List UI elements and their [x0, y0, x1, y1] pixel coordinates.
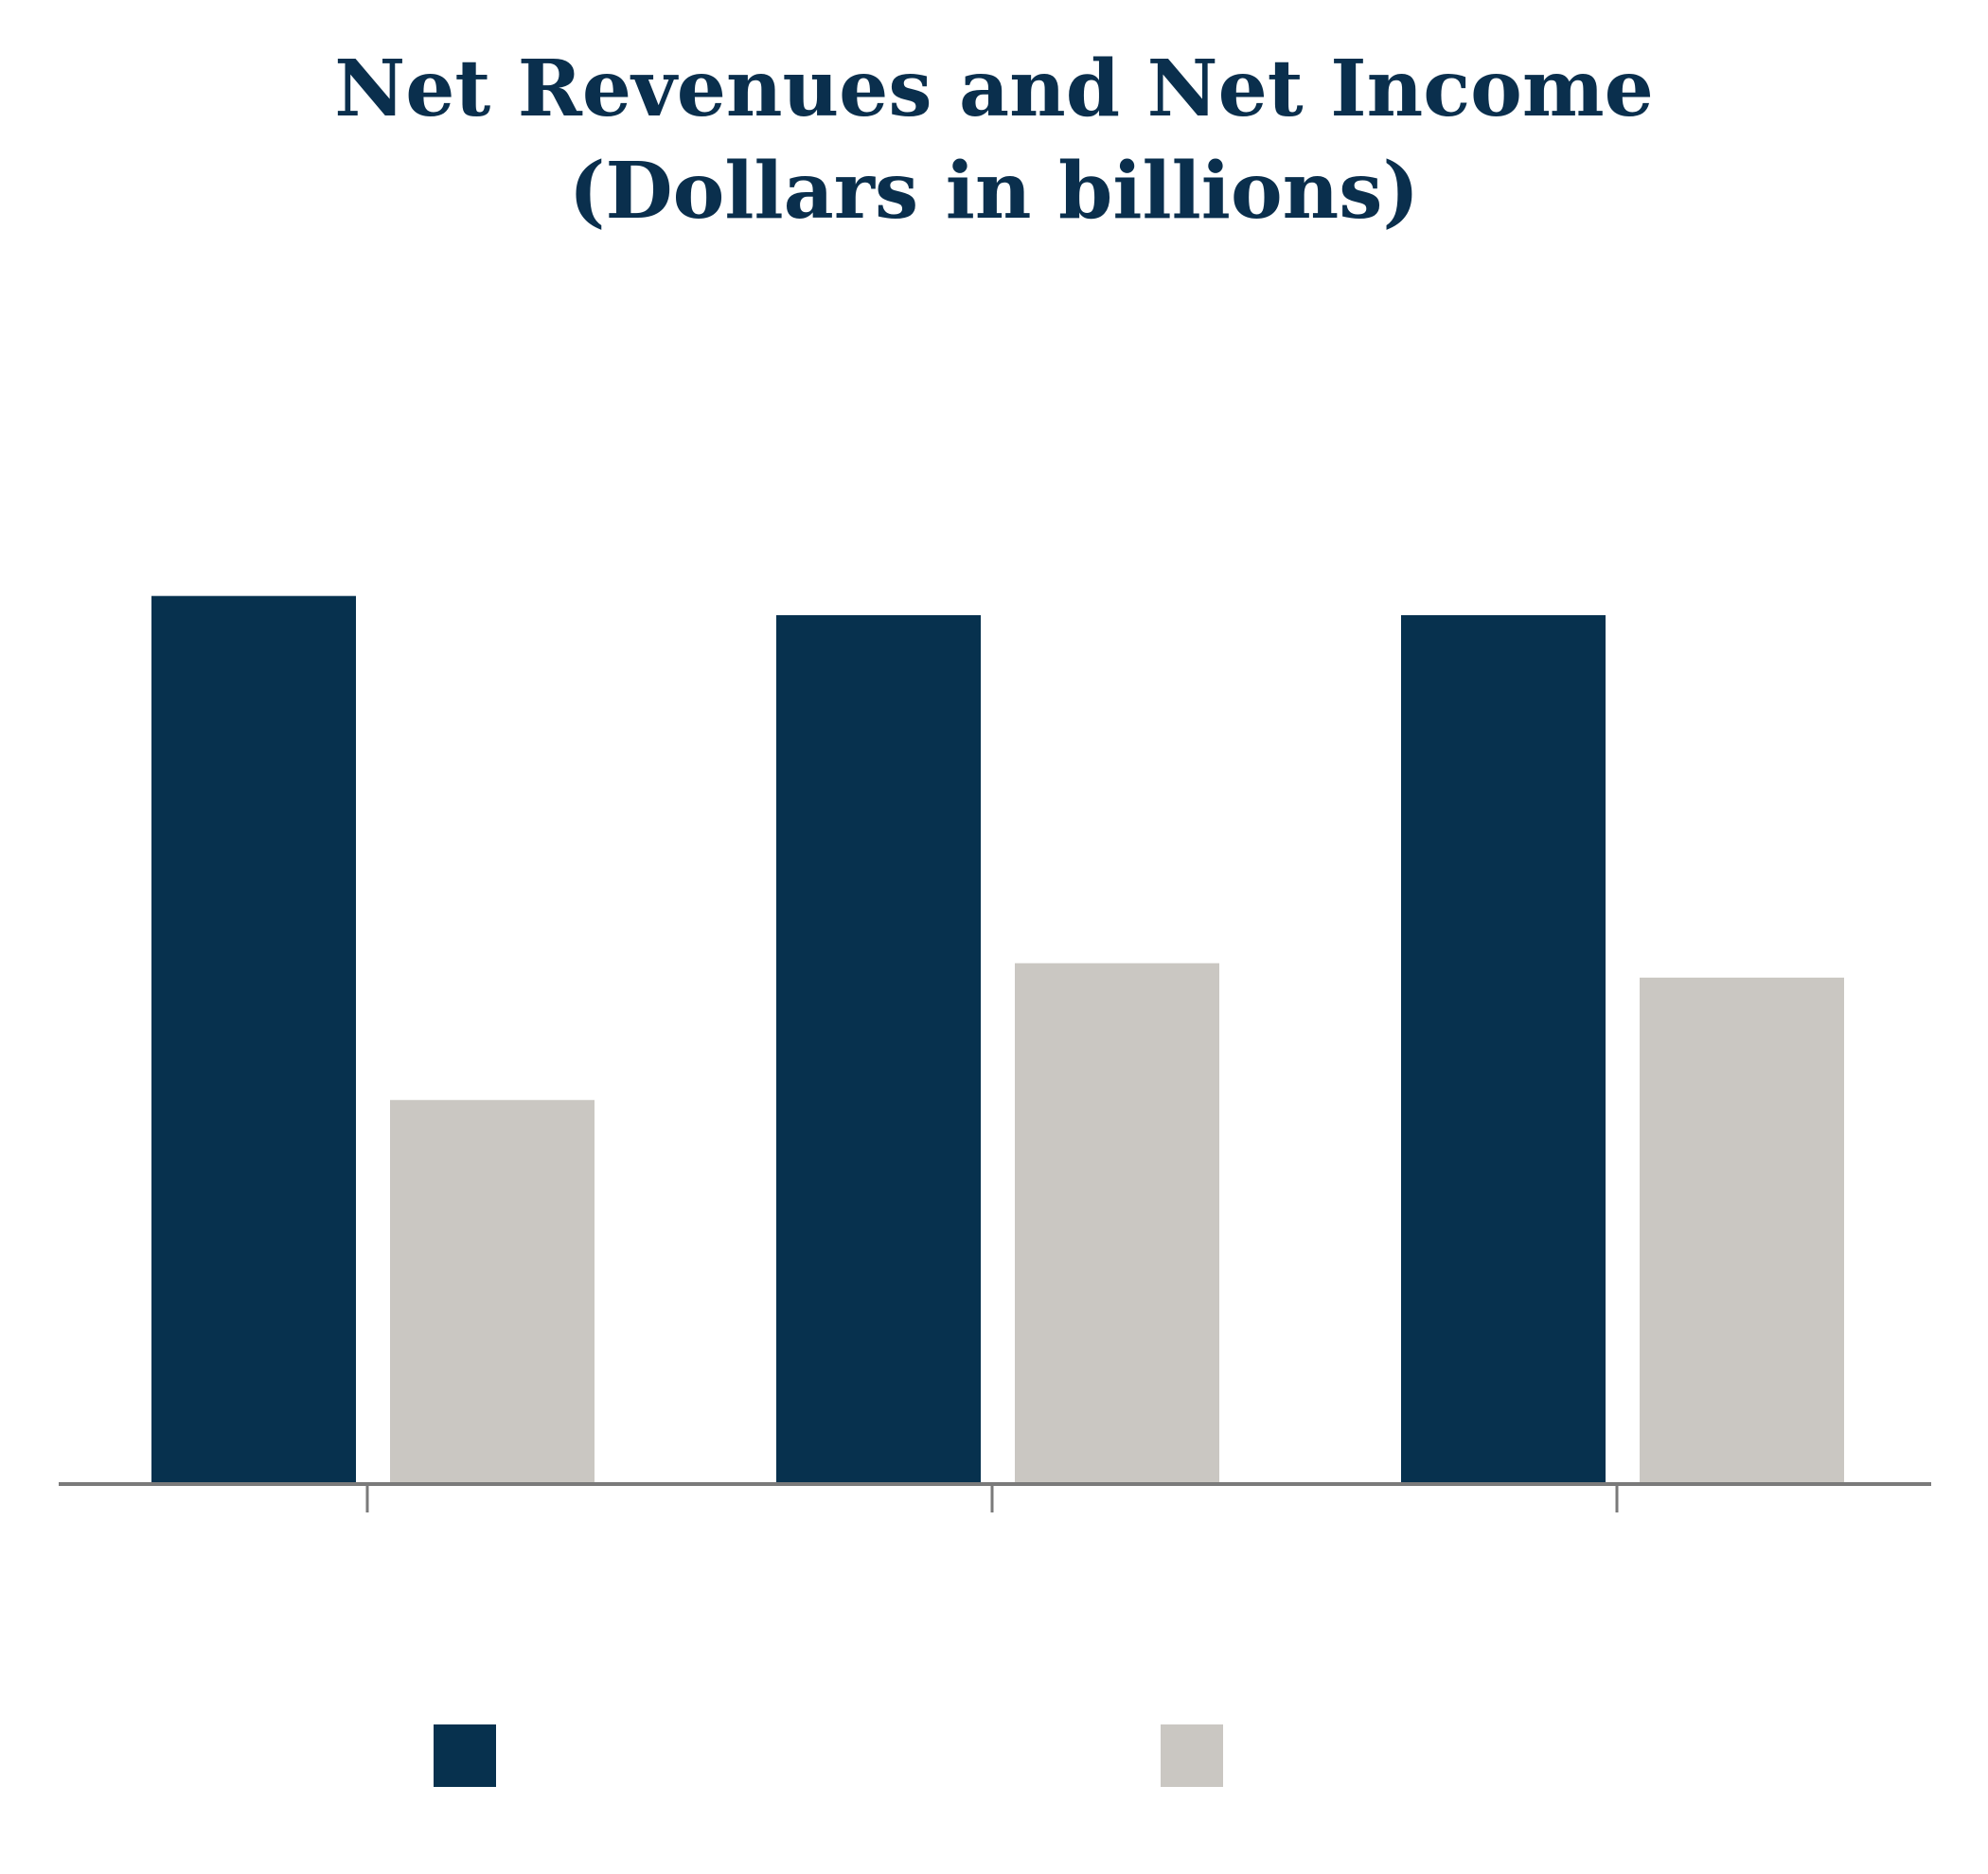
chart-title: Net Revenues and Net Income (Dollars in … [0, 38, 1988, 242]
bar-series-1-category-1 [151, 595, 356, 1484]
bar-series-2-category-1 [390, 1100, 595, 1484]
bar-series-2-category-3 [1640, 977, 1844, 1484]
legend-swatch-1 [434, 1724, 496, 1787]
chart-title-text: Net Revenues and Net Income [334, 44, 1654, 134]
bar-series-1-category-2 [776, 614, 981, 1484]
chart-subtitle-text: (Dollars in billions) [568, 146, 1420, 237]
legend [434, 1724, 1223, 1787]
x-axis [59, 1482, 1931, 1512]
bars-layer [151, 595, 1844, 1484]
bar-series-1-category-3 [1401, 614, 1606, 1484]
legend-swatch-2 [1161, 1724, 1223, 1787]
bar-series-2-category-2 [1015, 963, 1219, 1484]
